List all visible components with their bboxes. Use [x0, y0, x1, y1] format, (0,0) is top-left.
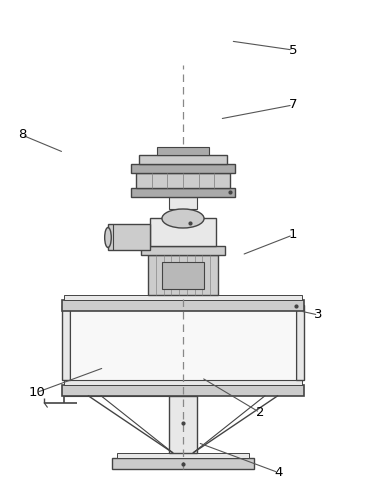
Ellipse shape: [162, 209, 204, 228]
Bar: [148, 255, 218, 295]
Bar: [117, 453, 249, 458]
Bar: [139, 154, 227, 164]
Bar: [169, 196, 197, 209]
Text: 3: 3: [314, 308, 323, 322]
Bar: [64, 295, 302, 300]
Bar: [150, 218, 216, 246]
Text: 4: 4: [274, 466, 282, 479]
Ellipse shape: [105, 228, 111, 248]
Text: 5: 5: [288, 44, 297, 57]
Bar: [296, 305, 304, 380]
Bar: [70, 305, 296, 380]
Bar: [108, 224, 150, 250]
Text: 7: 7: [288, 98, 297, 112]
Text: 1: 1: [288, 228, 297, 241]
Text: 10: 10: [28, 386, 45, 399]
Text: 8: 8: [18, 128, 26, 141]
Bar: [64, 380, 302, 384]
Bar: [162, 262, 204, 289]
Bar: [141, 246, 225, 255]
Bar: [136, 172, 230, 188]
Bar: [62, 384, 304, 396]
Text: 2: 2: [255, 406, 264, 419]
Bar: [62, 305, 70, 380]
Bar: [157, 147, 209, 154]
Bar: [169, 396, 197, 453]
Bar: [131, 188, 235, 196]
Bar: [112, 458, 254, 469]
Bar: [131, 164, 235, 172]
Bar: [62, 300, 304, 311]
